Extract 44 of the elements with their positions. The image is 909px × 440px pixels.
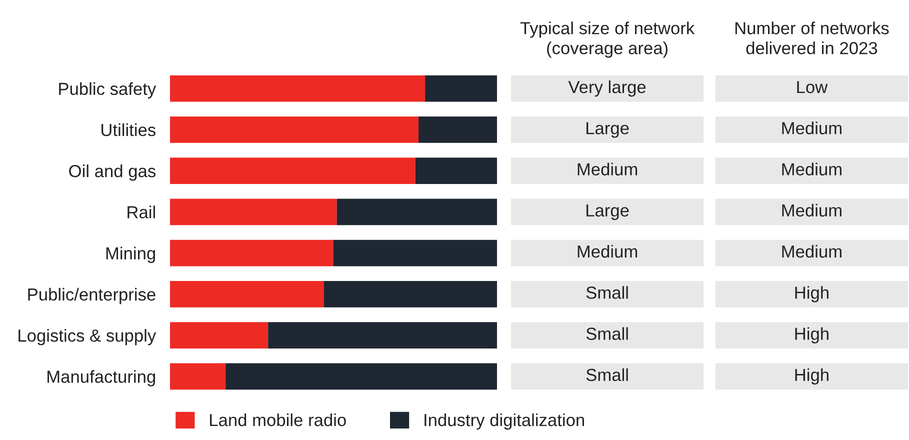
- text: High: [795, 327, 828, 344]
- legend-label: Industry digitalization: [424, 413, 584, 430]
- text: Low: [797, 81, 828, 94]
- bar: [324, 281, 497, 308]
- text: Small: [586, 368, 628, 382]
- bar: [170, 363, 226, 390]
- bar: [170, 240, 334, 266]
- bar: [170, 116, 419, 143]
- text: Medium: [578, 244, 638, 258]
- bar: [418, 116, 497, 143]
- text: High: [795, 368, 828, 385]
- bar: [226, 363, 497, 390]
- y-tick-label: Rail: [128, 206, 155, 218]
- y-tick-label: Mining: [106, 246, 155, 263]
- y-tick-label: Public safety: [59, 82, 156, 98]
- bar: [170, 281, 324, 308]
- y-tick-label: Utilities: [102, 123, 156, 136]
- bar: [425, 75, 497, 102]
- text: Very large: [568, 80, 646, 97]
- text: Medium: [782, 204, 842, 217]
- y-tick-label: Manufacturing: [48, 370, 155, 386]
- text: Medium: [782, 162, 842, 176]
- legend-label: Land mobile radio: [210, 413, 346, 426]
- text: Medium: [782, 122, 842, 134]
- text: Small: [586, 327, 628, 340]
- bar: [170, 158, 416, 184]
- category-label: Number of networks delivered in 2023: [735, 22, 889, 54]
- y-tick-label: Oil and gas: [69, 164, 156, 181]
- bar: [336, 198, 497, 226]
- bar: [334, 240, 497, 266]
- bar: [415, 158, 497, 184]
- y-tick-label: Public/enterprise: [28, 288, 156, 304]
- y-tick-label: Logistics & supply: [18, 329, 156, 346]
- bar: [170, 75, 426, 102]
- text: High: [795, 286, 828, 302]
- bar: [268, 322, 497, 348]
- text: Large: [586, 122, 629, 138]
- text: Medium: [782, 244, 842, 258]
- category-label: Typical size of network (coverage area): [520, 22, 695, 58]
- bar: [170, 322, 268, 348]
- text: Medium: [578, 162, 638, 176]
- bar: [170, 198, 337, 226]
- text: Large: [586, 204, 629, 220]
- text: Small: [586, 286, 628, 299]
